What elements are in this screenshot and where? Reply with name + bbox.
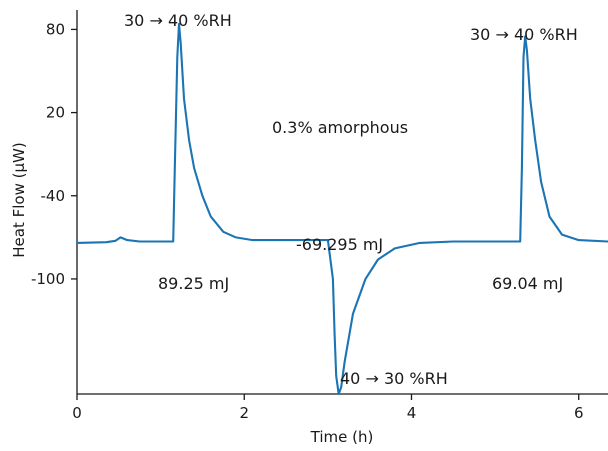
y-tick-label: -40: [41, 187, 66, 205]
annotation-amorphous: 0.3% amorphous: [272, 118, 408, 137]
axes: [76, 10, 608, 395]
annotation-rh-step-3: 30 → 40 %RH: [470, 25, 578, 44]
x-axis-ticks: 0 2 4 6: [72, 394, 584, 422]
y-tick-label: 80: [46, 20, 65, 38]
annotation-energy-1: 89.25 mJ: [158, 274, 229, 293]
y-tick-label: 20: [46, 104, 65, 122]
x-tick-label: 4: [407, 404, 417, 422]
annotation-rh-step-1: 30 → 40 %RH: [124, 11, 232, 30]
x-axis-label: Time (h): [310, 428, 374, 446]
x-tick-label: 6: [574, 404, 584, 422]
annotation-rh-step-2: 40 → 30 %RH: [340, 369, 448, 388]
y-tick-label: -100: [31, 270, 65, 288]
annotation-energy-2: -69.295 mJ: [296, 235, 383, 254]
y-axis-ticks: 80 20 -40 -100: [31, 20, 77, 288]
y-axis-label: Heat Flow (μW): [10, 142, 28, 257]
x-tick-label: 2: [239, 404, 249, 422]
series-group: [75, 22, 608, 396]
x-tick-label: 0: [72, 404, 82, 422]
annotation-energy-3: 69.04 mJ: [492, 274, 563, 293]
heat-flow-series-line: [75, 22, 608, 396]
